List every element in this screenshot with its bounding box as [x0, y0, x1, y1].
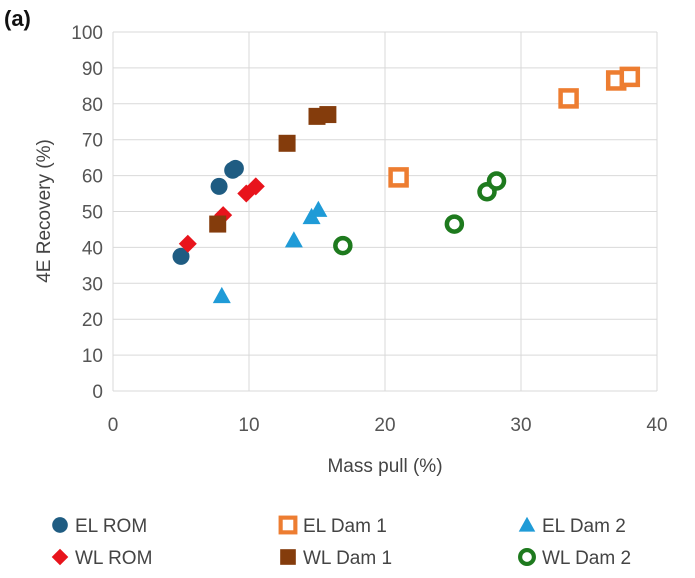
legend-label-wl-dam-2: WL Dam 2: [542, 548, 631, 569]
legend-item-el-rom: EL ROM: [52, 516, 147, 537]
data-point-wl-dam-2: [333, 235, 353, 256]
grid-lines: [112, 31, 658, 392]
legend-item-wl-rom: WL ROM: [51, 548, 152, 569]
y-tick-label: 50: [82, 203, 103, 224]
x-tick-label: 0: [108, 415, 119, 436]
y-tick-label: 10: [82, 346, 103, 367]
data-point-wl-dam-2: [486, 171, 507, 191]
legend-label-el-rom: EL ROM: [75, 516, 147, 537]
data-point-wl-rom: [178, 234, 197, 253]
legend-item-el-dam-2: EL Dam 2: [518, 516, 626, 537]
legend-marker-el-dam-2: [518, 516, 536, 532]
axis-ticks: 0 10 20 30 40 50 60 70 80 90 100 0 10 20 30 40: [71, 23, 667, 436]
data-point-el-dam-1: [619, 66, 641, 88]
legend-label-el-dam-2: EL Dam 2: [542, 516, 626, 537]
legend-label-wl-rom: WL ROM: [75, 548, 152, 569]
data-point-wl-rom: [246, 177, 265, 196]
x-tick-label: 10: [238, 415, 259, 436]
data-point-wl-dam-1: [209, 215, 227, 233]
y-tick-label: 100: [71, 23, 103, 44]
x-tick-label: 30: [510, 415, 531, 436]
legend: EL ROM EL Dam 1 EL Dam 2 WL ROM WL Dam 1 WL D…: [51, 515, 631, 569]
legend-marker-wl-dam-1: [280, 549, 296, 565]
legend-label-el-dam-1: EL Dam 1: [303, 516, 387, 537]
data-point-el-dam-2: [212, 286, 231, 304]
x-tick-label: 20: [374, 415, 395, 436]
y-tick-label: 30: [82, 274, 103, 295]
y-axis-title: 4E Recovery (%): [34, 139, 55, 283]
data-point-el-dam-2: [284, 231, 303, 248]
y-tick-label: 90: [82, 59, 103, 80]
y-tick-label: 20: [82, 310, 103, 331]
legend-label-wl-dam-1: WL Dam 1: [303, 548, 392, 569]
data-point-el-rom: [210, 177, 228, 195]
data-point-wl-dam-2: [444, 214, 465, 234]
data-point-el-rom: [226, 159, 244, 177]
y-tick-label: 80: [82, 95, 103, 116]
y-tick-label: 60: [82, 167, 103, 188]
legend-item-wl-dam-2: WL Dam 2: [518, 548, 631, 569]
data-point-el-rom: [172, 247, 190, 265]
y-tick-label: 0: [92, 382, 103, 403]
legend-marker-wl-rom: [51, 548, 69, 566]
legend-marker-wl-dam-2: [518, 548, 536, 566]
legend-item-wl-dam-1: WL Dam 1: [280, 548, 392, 569]
data-point-el-dam-2: [309, 200, 328, 217]
legend-marker-el-rom: [52, 517, 68, 533]
x-axis-title: Mass pull (%): [327, 456, 442, 477]
data-points: [172, 66, 641, 304]
panel-label: (a): [4, 6, 31, 31]
legend-item-el-dam-1: EL Dam 1: [278, 515, 387, 537]
data-point-el-dam-1: [388, 167, 409, 188]
data-point-wl-dam-1: [278, 134, 296, 152]
data-point-el-dam-1: [558, 88, 579, 109]
data-point-wl-dam-1: [319, 106, 337, 124]
legend-marker-el-dam-1: [278, 515, 298, 535]
x-tick-label: 40: [646, 415, 667, 436]
y-tick-label: 40: [82, 238, 103, 259]
y-tick-label: 70: [82, 131, 103, 152]
